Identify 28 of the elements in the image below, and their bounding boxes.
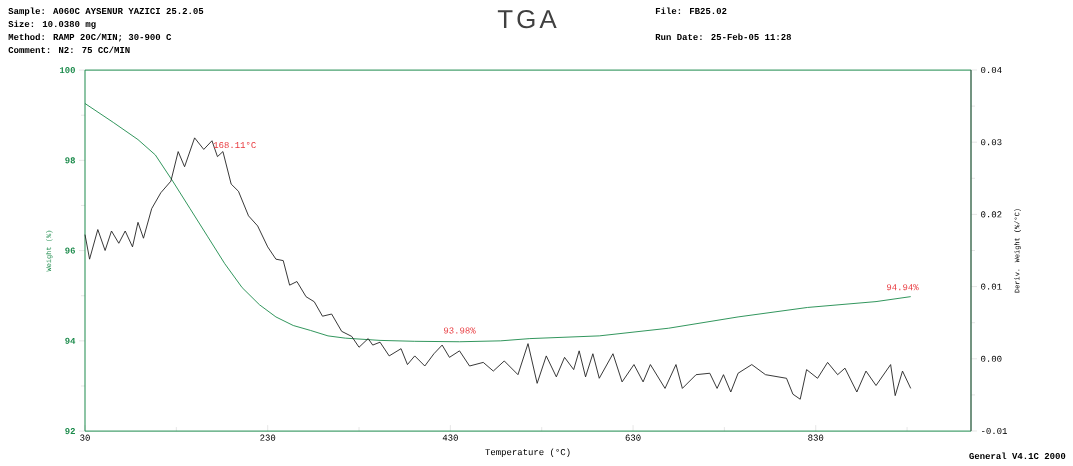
y-tick-label: 96	[65, 247, 75, 254]
x-axis-title: Temperature (°C)	[485, 448, 570, 457]
x-tick-label: 630	[625, 434, 641, 441]
text: File: FB25.02	[655, 7, 727, 15]
y-tick-label: 94	[65, 337, 76, 344]
annotation: 93.98%	[443, 327, 476, 334]
text: Size: 10.0380 mg	[8, 20, 96, 29]
y-tick-label: 100	[59, 67, 75, 74]
text: Method: RAMP 20C/MIN; 30-900 C	[8, 33, 172, 42]
annotation: 94.94%	[886, 284, 919, 291]
y-tick-label: 92	[65, 428, 75, 435]
annotation: 168.11°C	[213, 141, 256, 149]
text: Run Date: 25-Feb-05 11:28	[655, 33, 792, 41]
x-tick-label: 430	[442, 434, 458, 441]
y2-tick-label: -0.01	[982, 427, 1007, 435]
x-tick-label: 30	[80, 434, 90, 441]
y2-tick-label: 0.02	[981, 211, 1002, 218]
text: General V4.1C 2000	[969, 452, 1066, 460]
y2-tick-label: 0.04	[981, 66, 1002, 74]
text: Comment: N2: 75 CC/MIN	[8, 46, 130, 54]
chart-title: TGA	[497, 9, 557, 29]
y-tick-label: 98	[65, 157, 76, 164]
y2-tick-label: 0.03	[981, 139, 1002, 146]
y2-tick-label: 0.00	[981, 355, 1002, 362]
y2-tick-label: 0.01	[981, 283, 1002, 290]
x-tick-label: 230	[260, 434, 276, 441]
x-tick-label: 830	[808, 434, 824, 441]
text: Sample: A060C AYSENUR YAZICI 25.2.05	[8, 7, 204, 16]
